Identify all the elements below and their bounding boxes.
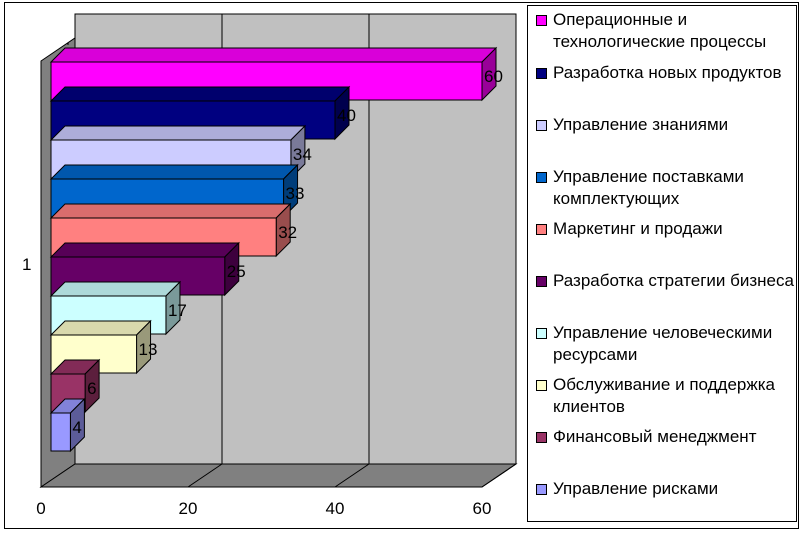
legend-swatch	[536, 432, 547, 443]
legend-label: Управление поставками комплектующих	[553, 167, 744, 208]
legend-swatch	[536, 120, 547, 131]
legend-item: Управление человеческими ресурсами	[536, 322, 794, 366]
legend-label: Разработка стратегии бизнеса	[553, 271, 794, 290]
x-tick-label: 20	[179, 499, 198, 518]
legend-swatch	[536, 68, 547, 79]
legend-swatch	[536, 380, 547, 391]
bar-top	[49, 203, 292, 219]
legend-label: Управление рисками	[553, 479, 719, 498]
x-tick-label: 0	[36, 499, 45, 518]
legend-label: Маркетинг и продажи	[553, 219, 723, 238]
plot-floor	[39, 463, 518, 488]
y-category-label: 1	[22, 255, 31, 274]
bar-data-label: 4	[72, 418, 81, 437]
bar-data-label: 60	[484, 67, 503, 86]
bar-top	[49, 86, 351, 102]
bar-data-label: 33	[286, 184, 305, 203]
bar-top	[49, 281, 182, 297]
legend-item: Разработка новых продуктов	[536, 62, 794, 84]
bar-top	[49, 320, 152, 336]
x-tick-label: 60	[473, 499, 492, 518]
legend-label: Управление знаниями	[553, 115, 729, 134]
bar-top	[49, 164, 299, 180]
bar-data-label: 40	[337, 106, 356, 125]
bar-front	[50, 412, 71, 452]
legend-item: Разработка стратегии бизнеса	[536, 270, 794, 292]
legend-swatch	[536, 328, 547, 339]
legend-label: Финансовый менеджмент	[553, 427, 757, 446]
bar	[49, 397, 86, 453]
legend-item: Операционные и технологические процессы	[536, 9, 794, 53]
bar-top	[49, 242, 240, 258]
legend-item: Обслуживание и поддержка клиентов	[536, 374, 794, 418]
legend-item: Маркетинг и продажи	[536, 218, 794, 240]
bar-data-label: 17	[168, 301, 187, 320]
legend-swatch	[536, 172, 547, 183]
gridline-floor	[481, 463, 517, 488]
bar-data-label: 6	[87, 379, 96, 398]
bar-data-label: 25	[227, 262, 246, 281]
chart-legend: Операционные и технологические процессы Р…	[527, 5, 797, 522]
gridline-floor	[187, 463, 223, 488]
x-tick-label: 40	[326, 499, 345, 518]
bar-top	[49, 47, 498, 63]
legend-swatch	[536, 224, 547, 235]
bar-data-label: 34	[293, 145, 312, 164]
bar-data-label: 32	[278, 223, 297, 242]
legend-swatch	[536, 484, 547, 495]
legend-swatch	[536, 276, 547, 287]
bar-top	[49, 125, 307, 141]
legend-item: Финансовый менеджмент	[536, 426, 794, 448]
legend-label: Операционные и технологические процессы	[553, 10, 767, 51]
legend-label: Управление человеческими ресурсами	[553, 323, 773, 364]
legend-item: Управление знаниями	[536, 114, 794, 136]
gridline-floor	[334, 463, 370, 488]
legend-label: Разработка новых продуктов	[553, 63, 782, 82]
legend-item: Управление рисками	[536, 478, 794, 500]
legend-item: Управление поставками комплектующих	[536, 166, 794, 210]
bar-data-label: 13	[139, 340, 158, 359]
legend-label: Обслуживание и поддержка клиентов	[553, 375, 775, 416]
legend-swatch	[536, 15, 547, 26]
